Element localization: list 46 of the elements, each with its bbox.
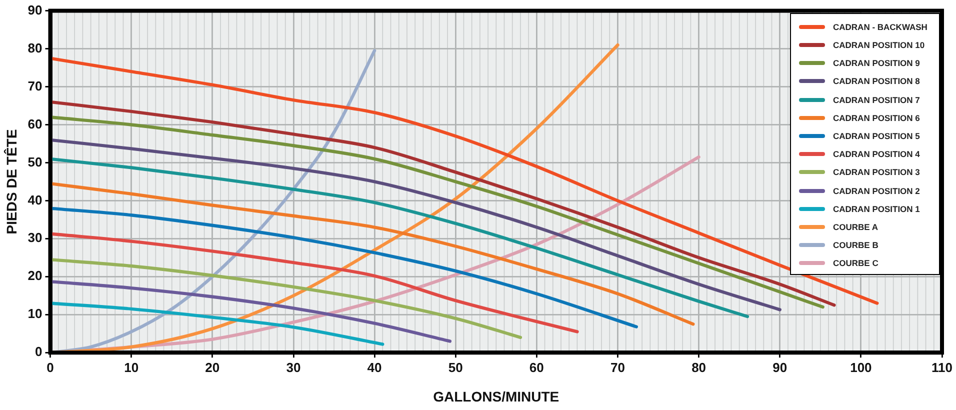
x-tick-label: 70 <box>610 360 625 375</box>
line-series <box>50 157 750 318</box>
y-axis-title: PIEDS DE TÊTE <box>3 129 20 234</box>
x-tick-label: 110 <box>932 360 952 375</box>
y-tick-label: 40 <box>28 192 42 208</box>
y-tick-label: 30 <box>28 230 42 246</box>
legend-label: COURBE A <box>833 222 878 232</box>
x-tick-label: 30 <box>286 360 301 375</box>
line-series <box>50 232 579 334</box>
y-tick-label: 90 <box>28 2 42 18</box>
line-series <box>50 302 384 346</box>
y-tick-label: 10 <box>28 306 42 322</box>
line-series <box>50 258 522 340</box>
legend-label: CADRAN POSITION 1 <box>833 204 920 214</box>
legend-label: CADRAN POSITION 8 <box>833 76 920 86</box>
x-tick-label: 60 <box>529 360 544 375</box>
y-tick-label: 80 <box>28 40 42 56</box>
x-tick-label: 90 <box>772 360 788 375</box>
legend-label: CADRAN POSITION 3 <box>833 167 920 178</box>
x-tick-label: 50 <box>448 360 463 375</box>
legend-label: CADRAN - BACKWASH <box>833 22 928 32</box>
y-tick-label: 20 <box>28 268 42 284</box>
legend-label: CADRAN POSITION 10 <box>833 40 925 50</box>
legend-label: CADRAN POSITION 7 <box>833 94 920 105</box>
x-tick-label: 80 <box>692 360 706 375</box>
line-series <box>50 206 638 328</box>
line-series <box>50 280 452 343</box>
line-series <box>50 182 695 326</box>
legend-label: CADRAN POSITION 2 <box>833 186 920 196</box>
legend-label: COURBE B <box>833 240 878 250</box>
x-tick-label: 20 <box>205 360 220 375</box>
y-tick-label: 70 <box>28 78 42 94</box>
legend-label: COURBE C <box>833 258 878 268</box>
x-tick-label: 100 <box>850 360 872 375</box>
legend-label: CADRAN POSITION 6 <box>833 112 920 123</box>
y-tick-label: 0 <box>35 344 42 360</box>
legend-label: CADRAN POSITION 5 <box>833 131 920 142</box>
legend-label: CADRAN POSITION 9 <box>833 58 920 68</box>
y-tick-label: 60 <box>28 116 42 132</box>
y-tick-label: 50 <box>28 154 42 170</box>
legend-label: CADRAN POSITION 4 <box>833 149 920 160</box>
line-series <box>50 138 782 312</box>
x-axis-title: GALLONS/MINUTE <box>433 388 560 404</box>
x-tick-label: 0 <box>46 360 54 375</box>
x-tick-label: 10 <box>124 360 139 375</box>
x-tick-label: 40 <box>367 360 382 375</box>
